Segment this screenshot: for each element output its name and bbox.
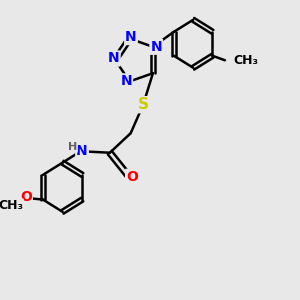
Text: N: N — [150, 40, 162, 54]
Text: O: O — [20, 190, 32, 203]
Text: N: N — [108, 52, 120, 65]
Text: CH₃: CH₃ — [0, 199, 23, 212]
Text: N: N — [76, 144, 88, 158]
Text: S: S — [138, 97, 149, 112]
Text: H: H — [68, 142, 77, 152]
Text: CH₃: CH₃ — [233, 54, 258, 67]
Text: O: O — [126, 170, 138, 184]
Text: N: N — [121, 74, 132, 88]
Text: N: N — [125, 30, 137, 44]
